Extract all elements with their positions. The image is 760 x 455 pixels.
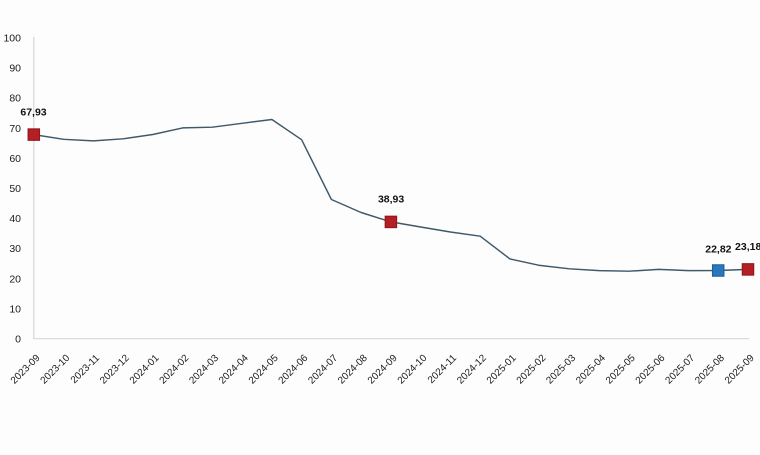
svg-text:20: 20 xyxy=(9,273,21,285)
svg-text:0: 0 xyxy=(15,334,21,346)
svg-text:60: 60 xyxy=(9,153,21,165)
svg-text:90: 90 xyxy=(9,63,21,75)
svg-text:67,93: 67,93 xyxy=(20,107,46,119)
svg-text:38,93: 38,93 xyxy=(378,194,404,206)
svg-text:30: 30 xyxy=(9,243,21,255)
svg-text:100: 100 xyxy=(3,32,21,44)
svg-text:23,18: 23,18 xyxy=(735,241,760,253)
svg-text:50: 50 xyxy=(9,183,21,195)
svg-text:22,82: 22,82 xyxy=(705,243,731,255)
svg-text:70: 70 xyxy=(9,123,21,135)
svg-text:40: 40 xyxy=(9,213,21,225)
svg-text:10: 10 xyxy=(9,304,21,316)
svg-text:80: 80 xyxy=(9,93,21,105)
